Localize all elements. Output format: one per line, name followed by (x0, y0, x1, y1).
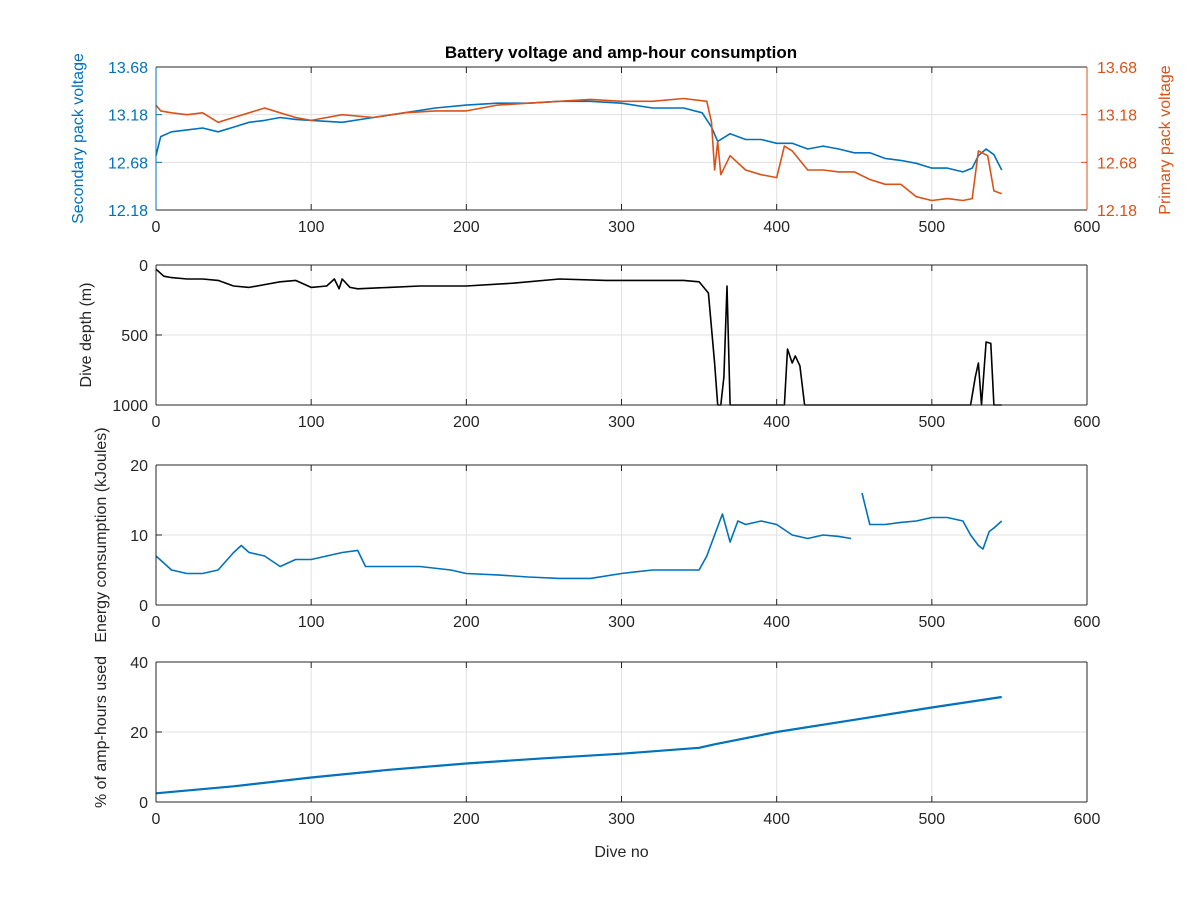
x-tick-label: 400 (763, 811, 790, 828)
x-tick-label: 600 (1074, 614, 1101, 631)
series-line-voltage-1 (155, 100, 1003, 173)
y-tick-label: 0 (139, 258, 148, 275)
y-axis-label-right: Primary pack voltage (1157, 65, 1174, 214)
x-tick-label: 200 (453, 414, 480, 431)
y-tick-label: 10 (130, 528, 148, 545)
x-tick-label: 300 (608, 414, 635, 431)
y-tick-label: 20 (130, 458, 148, 475)
series-line-amphours-1 (155, 695, 1002, 795)
x-tick-label: 500 (918, 811, 945, 828)
y-axis-label: Secondary pack voltage (70, 53, 87, 224)
x-tick-label: 500 (918, 614, 945, 631)
x-axis-label: Dive no (594, 844, 648, 861)
x-tick-label: 400 (763, 614, 790, 631)
chart-title: Battery voltage and amp-hour consumption (445, 43, 797, 62)
x-tick-label: 300 (608, 614, 635, 631)
x-tick-label: 500 (918, 414, 945, 431)
x-tick-label: 0 (152, 614, 161, 631)
y-tick-label: 20 (130, 725, 148, 742)
x-tick-label: 200 (453, 219, 480, 236)
x-tick-label: 600 (1074, 811, 1101, 828)
x-tick-label: 0 (152, 414, 161, 431)
x-tick-label: 400 (763, 219, 790, 236)
y-tick-label: 13.68 (108, 60, 148, 77)
y-right-tick-label: 13.68 (1097, 60, 1137, 77)
x-tick-label: 0 (152, 219, 161, 236)
y-tick-label: 40 (130, 655, 148, 672)
panel-amphours: 0 100 200 300 400 500 600 0 20 40 % of amp-hours u… (93, 655, 1100, 861)
y-axis-label: Dive depth (m) (78, 283, 95, 388)
y-tick-label: 12.18 (108, 203, 148, 220)
x-tick-label: 100 (298, 414, 325, 431)
x-tick-label: 200 (453, 614, 480, 631)
series-line-energy-1 (155, 513, 852, 580)
y-right-tick-label: 13.18 (1097, 108, 1137, 125)
x-tick-label: 500 (918, 219, 945, 236)
x-tick-label: 600 (1074, 414, 1101, 431)
series-line-energy-2 (861, 492, 1003, 550)
y-tick-label: 0 (139, 598, 148, 615)
x-tick-label: 300 (608, 219, 635, 236)
x-tick-label: 100 (298, 219, 325, 236)
x-tick-label: 200 (453, 811, 480, 828)
x-tick-label: 100 (298, 614, 325, 631)
y-tick-label: 1000 (112, 398, 148, 415)
y-right-tick-label: 12.18 (1097, 203, 1137, 220)
y-axis-label: Energy consumption (kJoules) (93, 427, 110, 642)
x-tick-label: 100 (298, 811, 325, 828)
panel-depth: 0 100 200 300 400 500 600 0 500 1000 Dive depth (m… (78, 258, 1100, 431)
panel-voltage: 0 100 200 300 400 500 60012.1812.6813.1813.681… (70, 53, 1174, 236)
x-tick-label: 400 (763, 414, 790, 431)
y-tick-label: 12.68 (108, 155, 148, 172)
y-tick-label: 13.18 (108, 108, 148, 125)
y-tick-label: 0 (139, 795, 148, 812)
y-tick-label: 500 (121, 328, 148, 345)
panel-energy: 0 100 200 300 400 500 600 0 10 20 Energy consumpti… (93, 427, 1100, 642)
plots: 0 100 200 300 400 500 60012.1812.6813.1813.681… (70, 53, 1174, 861)
x-tick-label: 300 (608, 811, 635, 828)
x-tick-label: 0 (152, 811, 161, 828)
y-right-tick-label: 12.68 (1097, 155, 1137, 172)
y-axis-label: % of amp-hours used (93, 656, 110, 808)
series-line-voltage-2 (155, 97, 1002, 202)
x-tick-label: 600 (1074, 219, 1101, 236)
